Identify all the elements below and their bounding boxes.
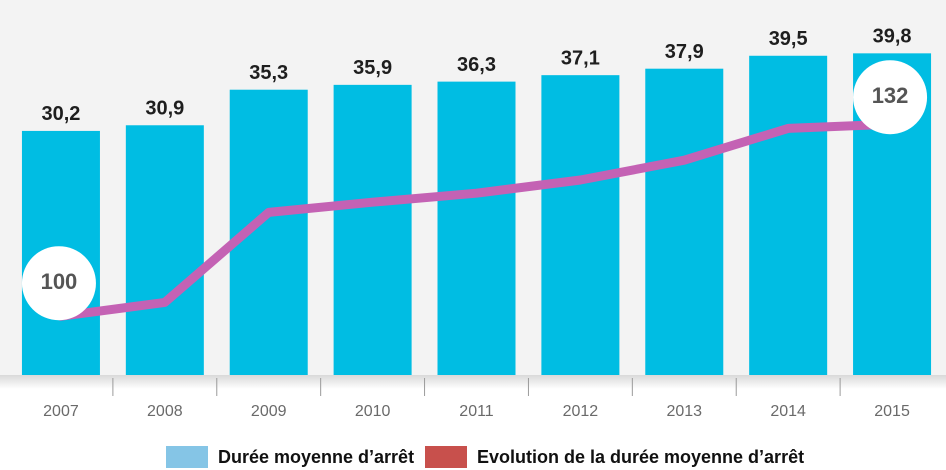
point-label: 132 xyxy=(872,83,909,108)
legend-label: Durée moyenne d’arrêt xyxy=(218,447,414,467)
value-label: 30,2 xyxy=(41,103,80,125)
legend-swatch xyxy=(425,446,467,468)
baseline-band xyxy=(0,375,946,389)
bar xyxy=(645,68,724,376)
x-tick-label: 2011 xyxy=(459,403,494,420)
value-label: 35,3 xyxy=(249,62,288,84)
x-tick-label: 2009 xyxy=(251,403,287,420)
x-tick-label: 2012 xyxy=(563,403,599,420)
bar xyxy=(125,125,204,375)
x-tick-label: 2010 xyxy=(355,403,391,420)
point-label: 100 xyxy=(41,269,78,294)
point-label-bubble xyxy=(21,246,96,321)
x-tick-label: 2008 xyxy=(147,403,183,420)
bar xyxy=(749,55,828,376)
value-label: 36,3 xyxy=(457,54,496,76)
value-label: 37,9 xyxy=(665,41,704,63)
value-label: 30,9 xyxy=(145,98,184,120)
line xyxy=(56,119,897,321)
value-label: 39,8 xyxy=(873,26,912,48)
point-label-bubble xyxy=(853,60,928,135)
x-tick-label: 2013 xyxy=(666,403,702,420)
value-label: 35,9 xyxy=(353,57,392,79)
bar xyxy=(333,84,412,375)
x-tick-label: 2007 xyxy=(43,403,79,420)
value-label: 39,5 xyxy=(769,28,808,50)
bar xyxy=(437,81,516,376)
value-label: 37,1 xyxy=(561,47,600,69)
legend-label: Evolution de la durée moyenne d’arrêt xyxy=(477,447,804,467)
bar xyxy=(541,75,620,376)
x-tick-label: 2015 xyxy=(874,403,910,420)
legend-swatch xyxy=(166,446,208,468)
x-tick-label: 2014 xyxy=(770,403,806,420)
